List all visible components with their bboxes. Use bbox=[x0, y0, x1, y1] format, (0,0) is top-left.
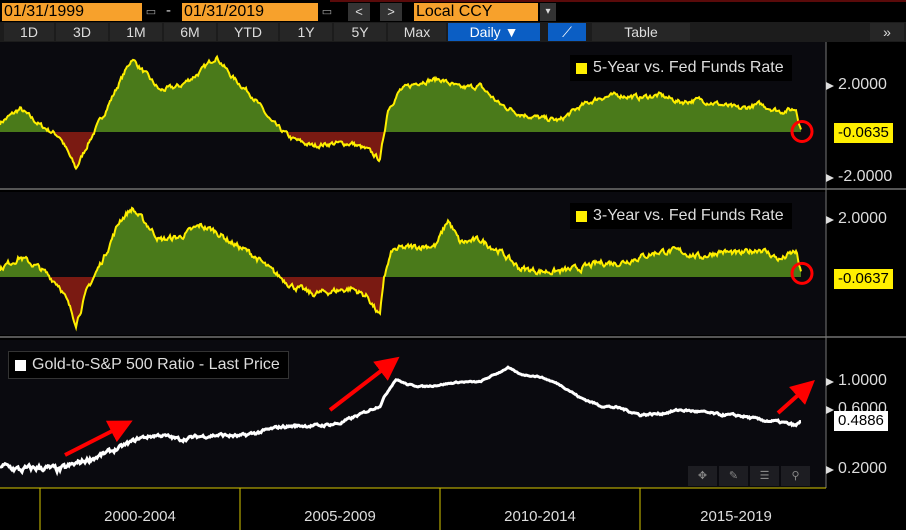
x-label: 2005-2009 bbox=[304, 508, 376, 525]
frequency-dropdown[interactable]: Daily ▼ bbox=[448, 23, 540, 41]
chevron-down-icon[interactable]: ▾ bbox=[540, 3, 556, 21]
range-max[interactable]: Max bbox=[388, 23, 446, 41]
x-label: 2000-2004 bbox=[104, 508, 176, 525]
calendar-icon[interactable]: ▭ bbox=[145, 6, 157, 18]
legend-swatch bbox=[576, 62, 587, 74]
more-icon[interactable]: » bbox=[870, 23, 904, 41]
last-value-badge: -0.0635 bbox=[834, 123, 893, 143]
highlight-circle bbox=[790, 261, 814, 285]
series-line bbox=[0, 54, 802, 171]
series-line bbox=[0, 206, 802, 332]
pencil-icon[interactable]: ✎ bbox=[719, 466, 748, 486]
red-arrow-annotation bbox=[328, 356, 400, 412]
date-separator: - bbox=[166, 2, 171, 19]
divider bbox=[330, 0, 906, 2]
range-1m[interactable]: 1M bbox=[110, 23, 162, 41]
red-arrow-annotation bbox=[64, 420, 133, 457]
legend-3y: 3-Year vs. Fed Funds Rate bbox=[570, 203, 792, 229]
start-date-input[interactable]: 01/31/1999 bbox=[2, 3, 142, 21]
tick-mark bbox=[826, 82, 834, 90]
end-date-input[interactable]: 01/31/2019 bbox=[182, 3, 318, 21]
legend-label: 5-Year vs. Fed Funds Rate bbox=[593, 59, 784, 76]
negative-area bbox=[0, 277, 801, 328]
y-tick: -2.0000 bbox=[838, 168, 893, 185]
tick-mark bbox=[826, 378, 834, 386]
currency-select[interactable]: Local CCY bbox=[414, 3, 538, 21]
legend-gold: Gold-to-S&P 500 Ratio - Last Price bbox=[8, 351, 289, 379]
list-icon[interactable]: ☰ bbox=[750, 466, 779, 486]
range-1y[interactable]: 1Y bbox=[280, 23, 332, 41]
x-label: 2010-2014 bbox=[504, 508, 576, 525]
last-value-badge: 0.4886 bbox=[834, 411, 888, 431]
tick-mark bbox=[826, 406, 834, 414]
tick-mark bbox=[826, 216, 834, 224]
positive-area bbox=[0, 56, 801, 132]
crosshair-icon[interactable]: ✥ bbox=[688, 466, 717, 486]
y-tick: 2.0000 bbox=[838, 76, 887, 93]
x-label: 2015-2019 bbox=[700, 508, 772, 525]
tick-mark bbox=[826, 174, 834, 182]
last-value-badge: -0.0637 bbox=[834, 269, 893, 289]
gold-sp-line bbox=[0, 365, 802, 477]
legend-5y: 5-Year vs. Fed Funds Rate bbox=[570, 55, 792, 81]
calendar-icon[interactable]: ▭ bbox=[321, 6, 333, 18]
legend-label: Gold-to-S&P 500 Ratio - Last Price bbox=[32, 356, 280, 373]
date-toolbar: 01/31/1999 ▭ - 01/31/2019 ▭ < > Local CC… bbox=[0, 0, 906, 22]
legend-swatch bbox=[15, 359, 26, 371]
legend-swatch bbox=[576, 210, 587, 222]
y-tick: 2.0000 bbox=[838, 210, 887, 227]
next-button[interactable]: > bbox=[380, 3, 402, 21]
legend-label: 3-Year vs. Fed Funds Rate bbox=[593, 207, 784, 224]
range-3d[interactable]: 3D bbox=[56, 23, 108, 41]
line-chart-icon[interactable]: ⟋ bbox=[548, 23, 586, 41]
negative-area bbox=[0, 132, 801, 169]
y-tick: 1.0000 bbox=[838, 372, 887, 389]
range-ytd[interactable]: YTD bbox=[218, 23, 278, 41]
range-toolbar: 1D 3D 1M 6M YTD 1Y 5Y Max Daily ▼ ⟋ Tabl… bbox=[0, 22, 906, 42]
chart-tools: ✥ ✎ ☰ ⚲ bbox=[688, 466, 810, 486]
table-button[interactable]: Table bbox=[592, 23, 690, 41]
highlight-circle bbox=[790, 119, 814, 143]
y-tick: 0.2000 bbox=[838, 460, 887, 477]
zoom-icon[interactable]: ⚲ bbox=[781, 466, 810, 486]
prev-button[interactable]: < bbox=[348, 3, 370, 21]
red-arrow-annotation bbox=[776, 380, 815, 415]
range-1d[interactable]: 1D bbox=[4, 23, 54, 41]
tick-mark bbox=[826, 466, 834, 474]
range-6m[interactable]: 6M bbox=[164, 23, 216, 41]
range-5y[interactable]: 5Y bbox=[334, 23, 386, 41]
